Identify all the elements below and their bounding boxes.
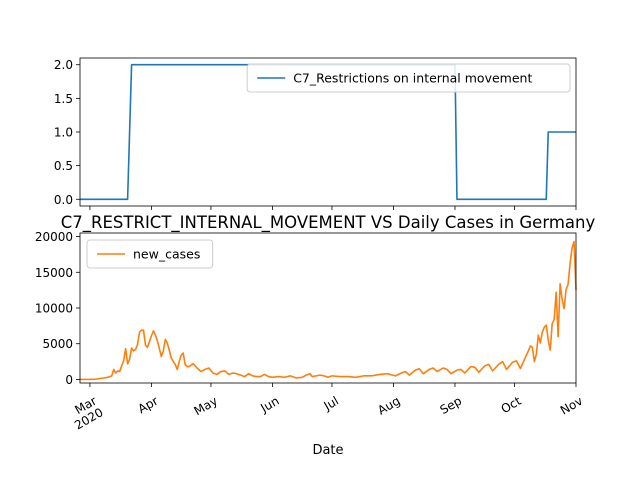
chart-title: C7_RESTRICT_INTERNAL_MOVEMENT VS Daily C…	[61, 213, 596, 233]
daily-cases-subplot: C7_RESTRICT_INTERNAL_MOVEMENT VS Daily C…	[35, 213, 596, 433]
legend-box	[246, 63, 571, 93]
y-tick-label: 15000	[35, 266, 73, 280]
y-tick-label: 1.0	[54, 126, 73, 140]
series-line-new-cases	[79, 240, 577, 381]
axes-frame	[79, 57, 577, 207]
y-tick-label: 0.5	[54, 159, 73, 173]
legend: C7_Restrictions on internal movement	[246, 63, 571, 93]
y-tick-label: 10000	[35, 302, 73, 316]
y-tick-label: 5000	[42, 337, 73, 351]
y-tick-label: 0	[65, 373, 73, 387]
series-line-c7-restrictions-on-internal-movement	[80, 63, 576, 201]
y-tick-label: 0.0	[54, 193, 73, 207]
x-axis-label: Date	[312, 443, 343, 458]
y-tick-label: 20000	[35, 230, 73, 244]
legend: new_cases	[86, 239, 214, 269]
legend-label: new_cases	[133, 247, 200, 262]
y-tick-label: 2.0	[54, 58, 73, 72]
axes-frame	[79, 232, 577, 384]
x-tick-label: Jul	[321, 394, 341, 414]
restrictions-subplot: 0.0 0.5 1.0 1.5 2.0 C7_Restrictions on intern…	[54, 57, 577, 210]
legend-box	[86, 239, 214, 269]
legend-label: C7_Restrictions on internal movement	[293, 71, 532, 86]
y-tick-label: 1.5	[54, 92, 73, 106]
